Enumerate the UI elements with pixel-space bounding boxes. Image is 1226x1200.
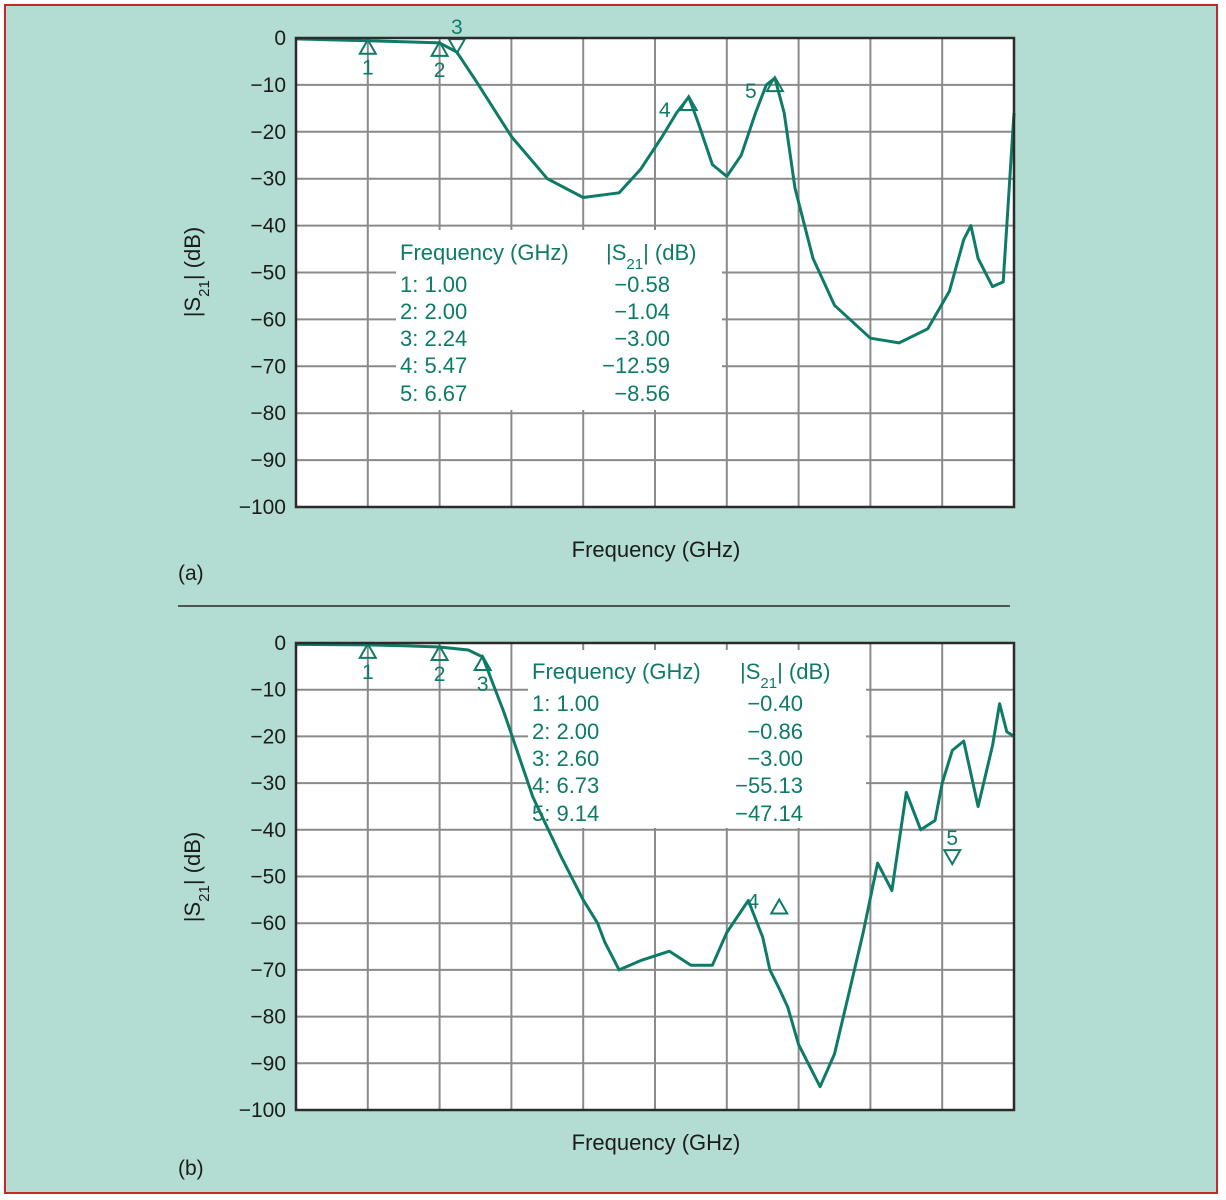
markers-b: 1 2 3 4 5 [358, 641, 962, 915]
table-a-row-s21: −1.04 [614, 299, 670, 324]
marker-label-3: 3 [477, 673, 489, 696]
marker-label-1: 1 [362, 661, 374, 684]
y-tick-label: −80 [250, 402, 286, 425]
table-b-row-s21: −0.40 [747, 691, 803, 716]
table-b-row-freq: 3: 2.60 [532, 746, 599, 771]
y-tick-label: −80 [250, 1006, 286, 1029]
trace-line-b [295, 642, 1015, 1089]
y-tick-label: −100 [239, 1099, 286, 1122]
y-tick-label: −10 [250, 679, 286, 702]
y-tick-label: −50 [250, 866, 286, 889]
y-ticks-a: 0 −10 −20 −30 −40 −50 −60 −70 −80 −90 −100 [239, 27, 286, 519]
y-axis-title-a: |S21| (dB) [180, 227, 213, 317]
y-tick-label: −100 [239, 496, 286, 519]
y-tick-label: −90 [250, 449, 286, 472]
table-a-header-s21: |S21| (dB) [606, 240, 696, 273]
table-a-row-s21: −12.59 [602, 353, 670, 378]
y-tick-label: −90 [250, 1052, 286, 1075]
table-a-row-freq: 3: 2.24 [400, 326, 467, 351]
x-axis-title-b: Frequency (GHz) [572, 1130, 741, 1155]
marker-table-a-text: Frequency (GHz) |S21| (dB) 1: 1.00 −0.58… [400, 240, 696, 406]
marker-label-4: 4 [747, 890, 759, 913]
marker-table-a [396, 230, 722, 410]
y-tick-label: −70 [250, 959, 286, 982]
marker-triangle-2 [429, 644, 450, 662]
y-tick-label: −20 [250, 121, 286, 144]
table-a-header-freq: Frequency (GHz) [400, 240, 569, 265]
panel-label-b: (b) [178, 1157, 204, 1180]
y-tick-label: −20 [250, 725, 286, 748]
table-a-row-freq: 2: 2.00 [400, 299, 467, 324]
y-tick-label: −40 [250, 819, 286, 842]
y-tick-label: −60 [250, 308, 286, 331]
table-b-row-s21: −55.13 [735, 773, 803, 798]
panel-label-a: (a) [178, 562, 204, 585]
marker-triangle-5 [942, 849, 962, 867]
table-b-row-freq: 1: 1.00 [532, 691, 599, 716]
table-a-row-s21: −0.58 [614, 272, 670, 297]
marker-label-5: 5 [946, 827, 958, 850]
marker-label-2: 2 [434, 59, 446, 82]
trace-line-a [295, 37, 1016, 345]
marker-label-4: 4 [659, 99, 671, 122]
y-tick-label: −10 [250, 74, 286, 97]
trace-a [295, 37, 1016, 345]
plot-frame-a [294, 36, 1016, 509]
y-tick-label: −40 [250, 215, 286, 238]
table-b-header-s21: |S21| (dB) [740, 659, 830, 692]
marker-triangle-4 [679, 94, 699, 112]
table-a-row-freq: 4: 5.47 [400, 353, 467, 378]
marker-label-5: 5 [745, 80, 757, 103]
marker-triangle-1 [358, 641, 378, 659]
y-tick-label: 0 [274, 632, 286, 655]
table-a-row-s21: −3.00 [614, 326, 670, 351]
y-tick-label: −50 [250, 262, 286, 285]
marker-triangle-2 [429, 39, 450, 57]
marker-label-2: 2 [434, 663, 446, 686]
table-a-row-s21: −8.56 [614, 381, 670, 406]
marker-table-b-text: Frequency (GHz) |S21| (dB) 1: 1.00 −0.40… [532, 659, 830, 826]
marker-triangle-5 [765, 75, 785, 93]
table-a-row-freq: 1: 1.00 [400, 272, 467, 297]
table-b-header-freq: Frequency (GHz) [532, 659, 701, 684]
marker-table-b [528, 650, 866, 828]
y-tick-label: −30 [250, 772, 286, 795]
y-axis-title-b: |S21| (dB) [180, 832, 213, 922]
trace-b [295, 642, 1015, 1089]
y-tick-label: −70 [250, 355, 286, 378]
y-tick-label: 0 [274, 27, 286, 50]
plot-frame-b [294, 641, 1016, 1112]
y-ticks-b: 0 −10 −20 −30 −40 −50 −60 −70 −80 −90 −100 [239, 632, 286, 1122]
x-axis-title-a: Frequency (GHz) [572, 537, 741, 562]
marker-label-3: 3 [451, 16, 463, 39]
marker-triangle-4 [769, 897, 789, 915]
table-b-row-freq: 2: 2.00 [532, 719, 599, 744]
y-tick-label: −60 [250, 912, 286, 935]
table-b-row-s21: −0.86 [747, 719, 803, 744]
y-tick-label: −30 [250, 168, 286, 191]
panel-b: 1 2 3 4 5 0 −10 −20 −30 −40 −50 −60 −70 −80 −90 −100 |… [178, 632, 1016, 1180]
table-a-row-freq: 5: 6.67 [400, 381, 467, 406]
table-b-row-s21: −3.00 [747, 746, 803, 771]
marker-label-1: 1 [362, 57, 374, 80]
marker-triangle-1 [358, 37, 378, 55]
table-b-row-freq: 4: 6.73 [532, 773, 599, 798]
marker-triangle-3 [472, 653, 493, 672]
table-b-row-freq: 5: 9.14 [532, 801, 599, 826]
table-b-row-s21: −47.14 [735, 801, 803, 826]
